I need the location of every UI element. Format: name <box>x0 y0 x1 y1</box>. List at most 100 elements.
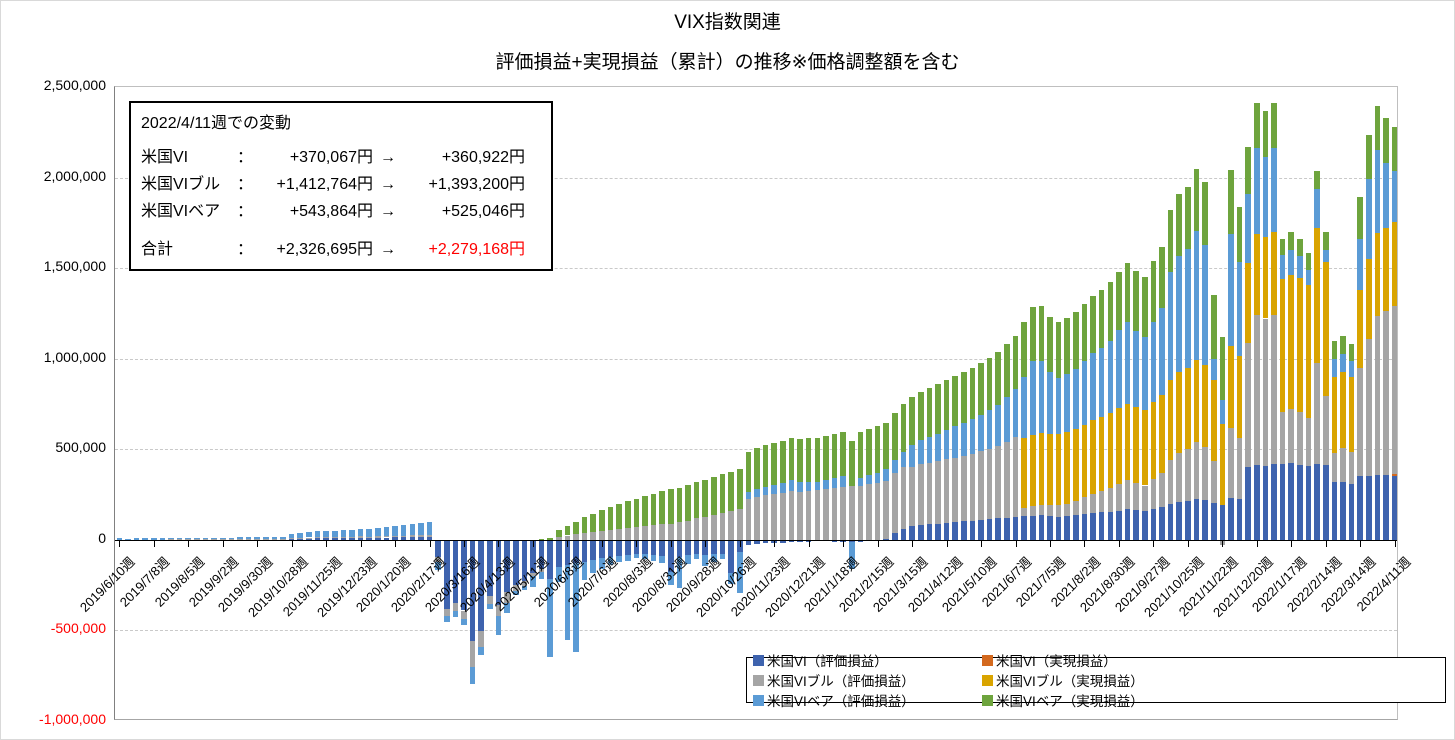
bar-segment <box>478 539 485 632</box>
bar-segment <box>1262 111 1269 157</box>
bar-segment <box>1374 475 1381 540</box>
gridline <box>115 358 1397 360</box>
bar-segment <box>1262 156 1269 237</box>
arrow-icon: → <box>380 203 396 220</box>
bar-segment <box>1279 278 1286 412</box>
bar-segment <box>676 557 683 588</box>
bar-segment <box>1383 228 1389 312</box>
bar-segment <box>142 538 148 540</box>
bar-segment <box>1029 306 1036 362</box>
bar-segment <box>349 529 355 537</box>
bar-segment <box>1073 428 1079 501</box>
bar-segment <box>969 367 976 419</box>
bar-segment <box>892 412 898 460</box>
bar-segment <box>616 556 622 563</box>
bar-segment <box>900 451 907 468</box>
bar-segment <box>668 489 674 524</box>
x-axis-tick <box>119 539 121 547</box>
bar-segment <box>547 578 553 657</box>
bar-segment <box>555 529 562 537</box>
bar-segment <box>331 530 338 538</box>
annotation-value-after: +525,046円 <box>441 203 525 220</box>
x-axis-tick <box>670 539 672 547</box>
bar-segment <box>409 524 416 536</box>
bar-segment <box>1141 409 1148 486</box>
bar-segment <box>202 539 209 540</box>
bar-segment <box>1391 474 1398 476</box>
bar-segment <box>607 529 614 540</box>
bar-segment <box>1254 315 1260 465</box>
bar-segment <box>935 384 941 434</box>
bar-segment <box>288 538 295 540</box>
bar-segment <box>263 537 269 540</box>
bar-segment <box>1055 322 1062 379</box>
bar-segment <box>340 536 347 539</box>
bar-segment <box>1314 171 1320 190</box>
bar-segment <box>616 528 622 540</box>
bar-segment <box>633 554 640 558</box>
bar-segment <box>909 466 915 527</box>
bar-segment <box>711 554 717 562</box>
x-axis-tick <box>843 539 845 547</box>
bar-segment <box>1185 368 1191 450</box>
x-axis-tick <box>774 539 776 547</box>
bar-segment <box>1254 148 1260 234</box>
bar-segment <box>745 452 752 493</box>
bar-segment <box>926 388 933 437</box>
legend-swatch-icon <box>982 654 993 666</box>
bar-segment <box>650 525 657 540</box>
bar-segment <box>1357 289 1363 368</box>
bar-segment <box>1064 503 1071 517</box>
bar-segment <box>926 524 933 540</box>
bar-segment <box>1193 499 1200 540</box>
bar-segment <box>1279 463 1286 540</box>
bar-segment <box>848 441 855 487</box>
bar-segment <box>1210 461 1217 503</box>
bar-segment <box>1262 465 1269 540</box>
x-axis-tick <box>395 539 397 547</box>
legend-label: 米国VIブル（評価損益） <box>767 674 915 689</box>
bar-segment <box>728 510 734 540</box>
bar-segment <box>1073 368 1079 429</box>
bar-segment <box>1004 517 1010 540</box>
bar-segment <box>952 457 958 523</box>
bar-segment <box>1167 210 1174 272</box>
bar-segment <box>1116 510 1122 540</box>
bar-segment <box>1038 360 1045 434</box>
bar-segment <box>1297 464 1303 540</box>
bar-segment <box>1245 467 1251 540</box>
bar-segment <box>857 477 864 486</box>
bar-segment <box>1366 339 1372 477</box>
bar-segment <box>271 539 278 540</box>
bar-segment <box>693 553 700 560</box>
bar-segment <box>624 500 631 529</box>
gridline <box>115 177 1397 179</box>
bar-segment <box>1021 376 1027 438</box>
annotation-value-after: +1,393,200円 <box>428 176 525 193</box>
bar-segment <box>1090 353 1096 421</box>
x-axis-tick <box>1015 539 1017 547</box>
bar-segment <box>1090 513 1096 540</box>
bar-segment <box>297 537 304 539</box>
y-tick-label: 2,500,000 <box>43 77 106 93</box>
bar-segment <box>728 471 734 511</box>
bar-segment <box>1236 356 1243 438</box>
x-axis-tick <box>360 539 362 547</box>
bar-segment <box>176 537 183 540</box>
bar-segment <box>1185 248 1191 369</box>
bar-segment <box>952 376 958 427</box>
bar-segment <box>1383 311 1389 476</box>
bar-segment <box>1202 182 1208 246</box>
bar-segment <box>1297 278 1303 413</box>
bar-segment <box>961 372 967 423</box>
bar-segment <box>1236 261 1243 357</box>
bar-segment <box>555 567 562 582</box>
annotation-box: 2022/4/11週での変動 米国VI ： +370,067円 → +360,922円米… <box>129 101 553 271</box>
bar-segment <box>159 538 166 540</box>
bar-segment <box>797 482 803 493</box>
bar-segment <box>555 539 562 567</box>
bar-segment <box>1297 238 1303 256</box>
bar-segment <box>349 536 355 538</box>
bar-segment <box>400 535 407 538</box>
bar-segment <box>943 522 950 540</box>
